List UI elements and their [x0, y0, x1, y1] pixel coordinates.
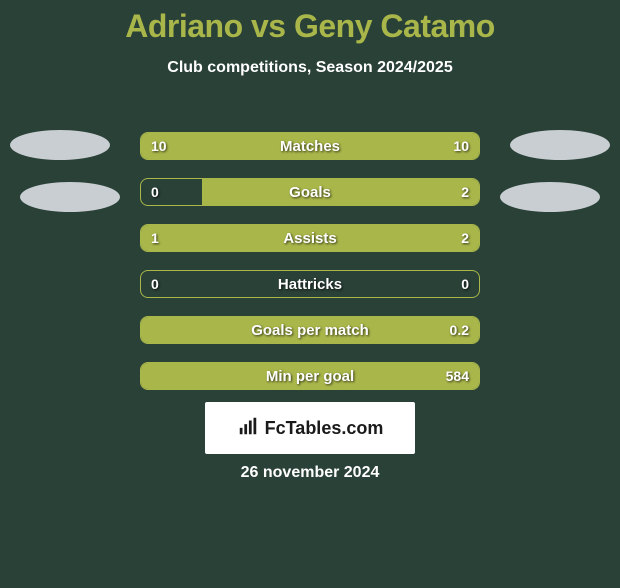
- chart-icon: [237, 415, 259, 442]
- stat-value-right: 2: [461, 225, 469, 251]
- page-title: Adriano vs Geny Catamo: [0, 8, 620, 45]
- date-label: 26 november 2024: [0, 464, 620, 482]
- player-right-avatar-placeholder: [510, 130, 610, 160]
- stat-value-left: 0: [151, 179, 159, 205]
- stat-value-right: 0: [461, 271, 469, 297]
- watermark: FcTables.com: [205, 402, 415, 454]
- stat-fill-right: [141, 317, 479, 343]
- stat-fill-right: [253, 225, 479, 251]
- stat-fill-right: [202, 179, 479, 205]
- stat-row: 12Assists: [140, 224, 480, 252]
- page-subtitle: Club competitions, Season 2024/2025: [0, 59, 620, 77]
- player-left-avatar-placeholder: [10, 130, 110, 160]
- stat-value-right: 0.2: [450, 317, 469, 343]
- stat-value-right: 584: [446, 363, 469, 389]
- stat-row: 0 0Hattricks: [140, 270, 480, 298]
- comparison-chart: 1010Matches02Goals12Assists00Hattricks0.…: [140, 132, 480, 408]
- stat-value-right: 2: [461, 179, 469, 205]
- stat-label: Hattricks: [141, 271, 479, 297]
- stat-value-right: 10: [453, 133, 469, 159]
- stat-value-left: 10: [151, 133, 167, 159]
- team-right-logo-placeholder: [500, 182, 600, 212]
- stat-row: 584Min per goal: [140, 362, 480, 390]
- watermark-text: FcTables.com: [265, 418, 384, 439]
- team-left-logo-placeholder: [20, 182, 120, 212]
- stat-row: 02Goals: [140, 178, 480, 206]
- stat-value-left: 1: [151, 225, 159, 251]
- stat-row: 0.2Goals per match: [140, 316, 480, 344]
- stat-row: 1010Matches: [140, 132, 480, 160]
- stat-fill-right: [141, 363, 479, 389]
- stat-value-left: 0: [151, 271, 159, 297]
